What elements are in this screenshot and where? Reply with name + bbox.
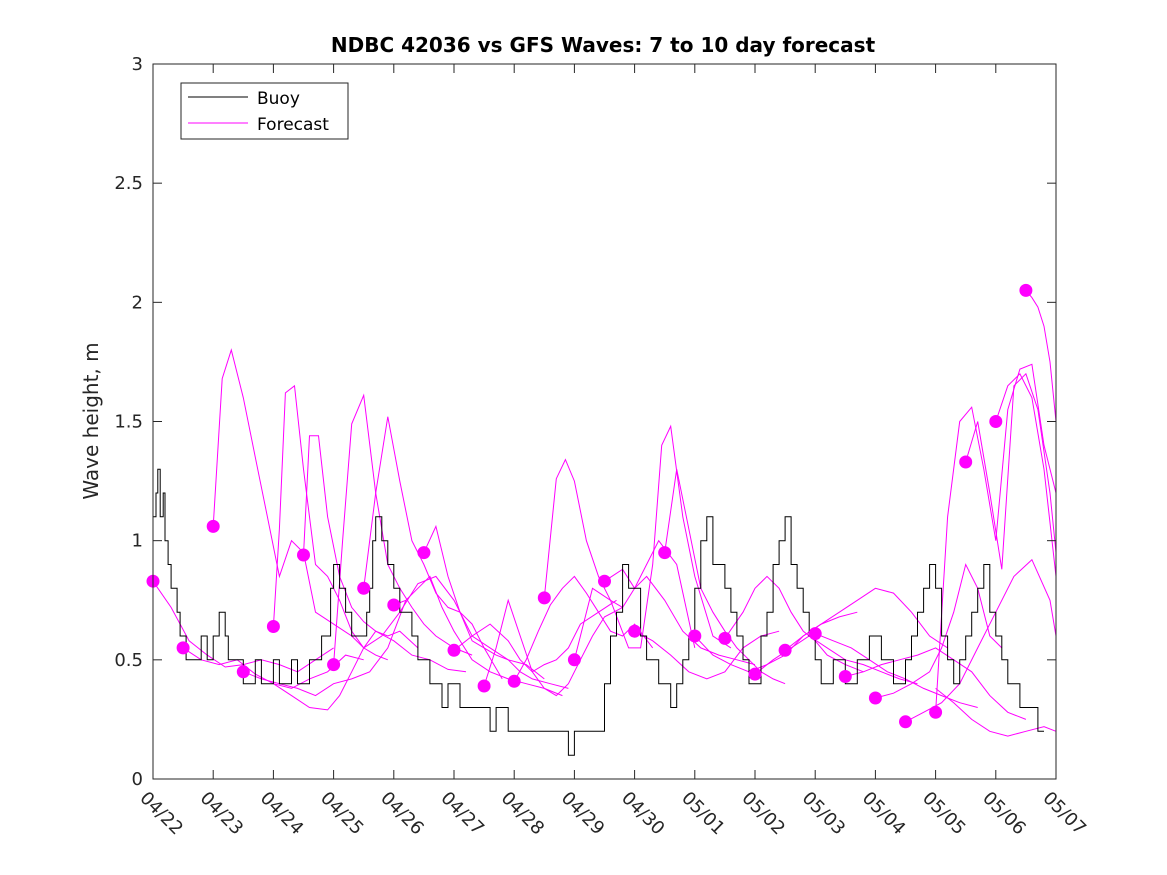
- chart-title: NDBC 42036 vs GFS Waves: 7 to 10 day for…: [331, 33, 876, 57]
- buoy-series-line: [153, 468, 1044, 756]
- forecast-marker: [477, 679, 491, 693]
- plot-background: [153, 64, 1056, 779]
- y-tick-label: 1.5: [114, 412, 143, 433]
- forecast-run-line: [513, 575, 654, 682]
- forecast-marker: [266, 620, 280, 633]
- forecast-markers: [146, 283, 1033, 729]
- forecast-marker: [387, 598, 401, 612]
- forecast-marker: [658, 546, 672, 560]
- forecast-marker: [507, 674, 521, 688]
- forecast-marker: [929, 705, 943, 719]
- forecast-marker: [718, 631, 732, 645]
- forecast-run-line: [573, 424, 732, 660]
- forecast-lines: [152, 290, 1057, 737]
- forecast-marker: [598, 574, 611, 588]
- legend-box: [180, 82, 349, 140]
- forecast-marker: [297, 548, 310, 562]
- y-tick-label: 2: [132, 292, 143, 313]
- forecast-marker: [206, 519, 220, 533]
- forecast-marker: [447, 643, 461, 657]
- buoy-line: [153, 468, 1044, 756]
- forecast-run-line: [423, 524, 569, 689]
- forecast-marker: [959, 455, 973, 469]
- forecast-marker: [537, 591, 551, 605]
- forecast-run-line: [634, 630, 780, 680]
- forecast-run-line: [1025, 290, 1057, 422]
- forecast-run-line: [664, 469, 786, 685]
- forecast-marker: [688, 629, 702, 643]
- forecast-run-line: [303, 435, 419, 649]
- forecast-marker: [748, 667, 762, 681]
- forecast-marker: [176, 641, 190, 655]
- forecast-marker: [838, 670, 852, 683]
- forecast-marker: [989, 415, 1003, 428]
- forecast-run-line: [212, 348, 365, 649]
- forecast-marker: [899, 715, 912, 729]
- forecast-run-line: [363, 575, 545, 680]
- y-tick-label: 0: [132, 769, 143, 790]
- y-axis-ticks: 0 0.5 1 1.5 2 2.5 3: [114, 54, 1056, 790]
- forecast-run-line: [694, 611, 858, 673]
- forecast-marker: [778, 643, 792, 657]
- y-axis-label: Wave height, m: [79, 342, 103, 499]
- y-tick-label: 0.5: [114, 650, 143, 671]
- forecast-run-line: [815, 633, 978, 708]
- plot-area: 00.511.522.53 04/22 04/23 04/24 04/25 04/26 0…: [114, 54, 1090, 839]
- forecast-run-line: [453, 599, 617, 673]
- legend-buoy-label: Buoy: [257, 89, 300, 109]
- legend-forecast-label: Forecast: [257, 115, 329, 135]
- forecast-run-line: [845, 647, 1027, 720]
- y-tick-label: 3: [132, 54, 143, 75]
- forecast-marker: [417, 546, 431, 560]
- y-tick-label: 1: [132, 531, 143, 552]
- forecast-run-line: [875, 563, 1003, 699]
- forecast-run-line: [724, 575, 864, 673]
- y-tick-label: 2.5: [114, 173, 143, 194]
- forecast-run-line: [483, 598, 623, 697]
- legend: Buoy Forecast: [180, 82, 349, 140]
- forecast-marker: [327, 658, 341, 672]
- forecast-run-line: [995, 372, 1057, 577]
- forecast-marker: [567, 653, 581, 667]
- forecast-marker: [1019, 283, 1033, 297]
- forecast-run-line: [965, 372, 1057, 570]
- forecast-marker: [628, 624, 642, 638]
- forecast-run-line: [243, 600, 407, 697]
- forecast-run-line: [393, 575, 563, 697]
- forecast-run-line: [935, 363, 1057, 713]
- forecast-marker: [236, 665, 250, 679]
- forecast-run-line: [935, 688, 1057, 737]
- forecast-marker: [868, 691, 882, 705]
- forecast-marker: [357, 581, 371, 595]
- forecast-run-line: [272, 384, 388, 661]
- forecast-marker: [808, 627, 822, 641]
